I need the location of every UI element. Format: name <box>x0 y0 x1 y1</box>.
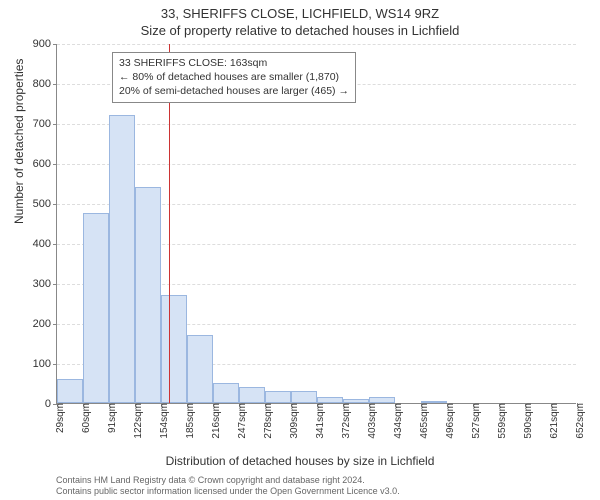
y-tick-label: 300 <box>17 278 57 290</box>
page-title: 33, SHERIFFS CLOSE, LICHFIELD, WS14 9RZ <box>0 0 600 21</box>
y-tick-mark <box>53 164 57 165</box>
x-tick-label: 527sqm <box>469 403 482 439</box>
y-tick-label: 800 <box>17 78 57 90</box>
histogram-bar <box>83 213 109 403</box>
x-tick-label: 60sqm <box>79 403 92 433</box>
x-tick-label: 309sqm <box>287 403 300 439</box>
y-tick-mark <box>53 124 57 125</box>
grid-line <box>57 44 576 45</box>
annotation-line-2: ← 80% of detached houses are smaller (1,… <box>119 70 349 84</box>
x-tick-label: 403sqm <box>365 403 378 439</box>
y-tick-mark <box>53 84 57 85</box>
y-tick-mark <box>53 44 57 45</box>
histogram-bar <box>57 379 83 403</box>
annotation-line-3: 20% of semi-detached houses are larger (… <box>119 84 349 98</box>
histogram-bar <box>213 383 239 403</box>
y-tick-label: 500 <box>17 198 57 210</box>
y-tick-mark <box>53 324 57 325</box>
chart-container: 33, SHERIFFS CLOSE, LICHFIELD, WS14 9RZ … <box>0 0 600 500</box>
y-tick-mark <box>53 284 57 285</box>
histogram-bar <box>187 335 213 403</box>
x-tick-label: 154sqm <box>157 403 170 439</box>
x-tick-label: 341sqm <box>313 403 326 439</box>
x-tick-label: 29sqm <box>53 403 66 433</box>
annotation-box: 33 SHERIFFS CLOSE: 163sqm ← 80% of detac… <box>112 52 356 103</box>
x-tick-label: 91sqm <box>105 403 118 433</box>
histogram-bar <box>239 387 265 403</box>
histogram-bar <box>291 391 317 403</box>
x-tick-label: 496sqm <box>443 403 456 439</box>
y-tick-label: 400 <box>17 238 57 250</box>
chart-area: 010020030040050060070080090029sqm60sqm91… <box>56 44 576 404</box>
y-tick-label: 700 <box>17 118 57 130</box>
y-tick-label: 900 <box>17 38 57 50</box>
histogram-bar <box>109 115 135 403</box>
x-tick-label: 652sqm <box>573 403 586 439</box>
x-tick-label: 122sqm <box>131 403 144 439</box>
y-tick-label: 100 <box>17 358 57 370</box>
y-tick-label: 0 <box>17 398 57 410</box>
x-tick-label: 434sqm <box>391 403 404 439</box>
footer-line-2: Contains public sector information licen… <box>56 486 580 498</box>
footer-line-1: Contains HM Land Registry data © Crown c… <box>56 475 580 487</box>
annotation-line-1: 33 SHERIFFS CLOSE: 163sqm <box>119 56 349 70</box>
y-tick-label: 200 <box>17 318 57 330</box>
histogram-bar <box>135 187 161 403</box>
x-tick-label: 185sqm <box>183 403 196 439</box>
x-tick-label: 216sqm <box>209 403 222 439</box>
chart-subtitle: Size of property relative to detached ho… <box>0 21 600 38</box>
x-tick-label: 590sqm <box>521 403 534 439</box>
x-tick-label: 247sqm <box>235 403 248 439</box>
x-tick-label: 621sqm <box>547 403 560 439</box>
histogram-bar <box>161 295 187 403</box>
y-tick-mark <box>53 204 57 205</box>
y-tick-mark <box>53 364 57 365</box>
x-tick-label: 278sqm <box>261 403 274 439</box>
x-tick-label: 559sqm <box>495 403 508 439</box>
x-tick-label: 372sqm <box>339 403 352 439</box>
x-axis-label: Distribution of detached houses by size … <box>0 454 600 468</box>
histogram-bar <box>265 391 291 403</box>
y-tick-mark <box>53 244 57 245</box>
y-tick-label: 600 <box>17 158 57 170</box>
x-tick-label: 465sqm <box>417 403 430 439</box>
footer: Contains HM Land Registry data © Crown c… <box>56 475 580 498</box>
